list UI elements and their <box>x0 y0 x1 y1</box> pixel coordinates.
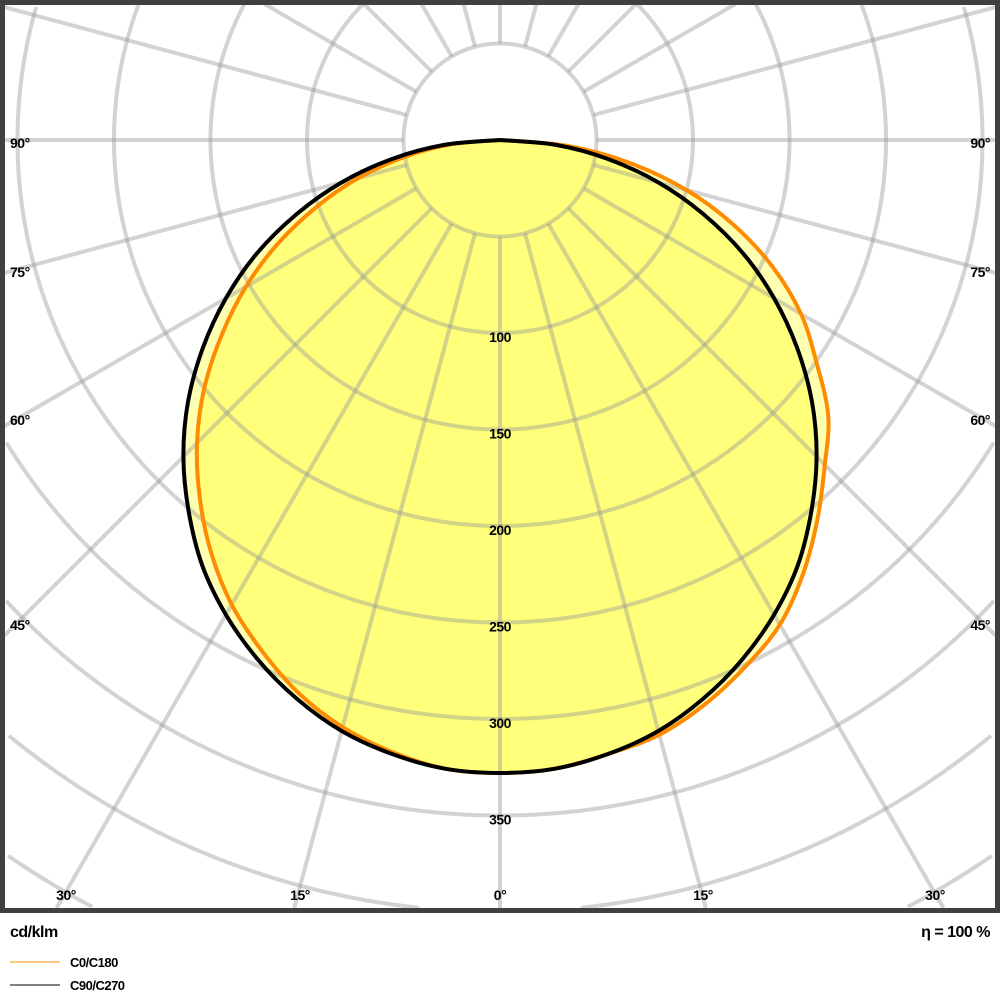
radial-tick-label: 200 <box>489 522 512 538</box>
grid-spoke-300 <box>4 186 418 429</box>
grid-ring-150 <box>208 4 792 432</box>
angle-label-left: 60° <box>10 412 30 428</box>
angle-label-bottom: 15° <box>290 887 310 903</box>
grid-spoke-150 <box>546 4 581 58</box>
radial-tick-label: 100 <box>489 329 512 345</box>
grid-spoke-165 <box>523 4 539 48</box>
angle-label-left: 90° <box>10 135 30 151</box>
angle-label-bottom: 15° <box>693 887 713 903</box>
angle-label-bottom: 30° <box>925 887 945 903</box>
grid-spoke-255 <box>4 5 408 117</box>
radial-tick-label: 150 <box>489 426 512 442</box>
grid-spoke-330 <box>54 222 454 908</box>
grid-spoke-225 <box>362 4 434 74</box>
plot-frame <box>0 0 1000 913</box>
angle-label-right: 75° <box>970 264 990 280</box>
angle-label-left: 45° <box>10 617 30 633</box>
grid-spoke-345 <box>292 232 477 908</box>
grid-spoke-30 <box>546 222 946 908</box>
radial-tick-label: 300 <box>489 715 512 731</box>
grid-spoke-315 <box>4 206 434 638</box>
grid-ring-300 <box>4 441 996 721</box>
grid-ring-250 <box>15 6 985 625</box>
grid-spoke-60 <box>582 186 996 429</box>
grid-ring-50 <box>401 41 599 239</box>
fill-c90-c270 <box>183 140 817 773</box>
grid-spoke-120 <box>582 4 737 94</box>
angle-label-bottom: 30° <box>56 887 76 903</box>
grid-spoke-15 <box>523 232 708 908</box>
curve-c90-c270 <box>181 137 819 776</box>
angle-label-right: 90° <box>970 135 990 151</box>
grid-ring-350 <box>4 599 996 818</box>
angle-label-right: 60° <box>970 412 990 428</box>
grid-spoke-195 <box>461 4 477 48</box>
fill-c0-c180 <box>196 140 829 773</box>
grid-ring-400 <box>7 734 420 908</box>
grid-ring-450 <box>906 854 994 908</box>
grid-spoke-240 <box>263 4 418 94</box>
legend-label-c90-c270: C90/C270 <box>70 978 125 993</box>
grid-spoke-45 <box>566 206 996 638</box>
grid-spoke-210 <box>419 4 454 58</box>
grid-ring-400 <box>580 734 993 908</box>
grid-ring-100 <box>305 4 695 335</box>
radial-tick-label: 350 <box>489 812 512 828</box>
legend: C0/C180 C90/C270 <box>10 955 125 993</box>
unit-label: cd/klm <box>10 924 58 941</box>
angle-label-right: 45° <box>970 617 990 633</box>
grid-ring-450 <box>6 854 94 908</box>
radial-tick-label: 250 <box>489 619 512 635</box>
legend-label-c0-c180: C0/C180 <box>70 955 118 970</box>
grid-spoke-105 <box>592 5 996 117</box>
grid-ring-200 <box>112 4 888 528</box>
grid-spoke-135 <box>566 4 638 74</box>
efficiency-label: η = 100 % <box>921 924 990 941</box>
angle-label-left: 75° <box>10 264 30 280</box>
angle-label-bottom: 0° <box>494 887 506 903</box>
